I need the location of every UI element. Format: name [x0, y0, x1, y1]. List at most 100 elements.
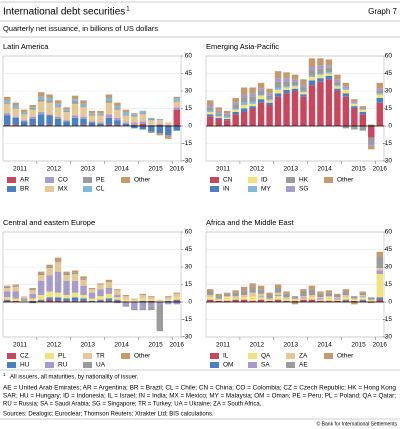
bar-segment [97, 122, 104, 124]
legend-swatch [83, 353, 92, 359]
bar-segment [274, 295, 282, 297]
bar-segment [80, 119, 87, 125]
bar-segment [249, 292, 256, 297]
panel-title: Latin America [3, 42, 49, 51]
bar-segment [376, 251, 383, 257]
legend-swatch [121, 353, 130, 359]
bar-segment [29, 289, 36, 291]
bar-segment [114, 117, 121, 121]
bar-segment [342, 82, 350, 87]
bar-segment [300, 299, 307, 302]
bar-segment [257, 99, 265, 103]
bar-segment [351, 106, 358, 109]
bar-segment [173, 292, 180, 294]
bar-segment [156, 126, 164, 133]
bar-segment [114, 297, 121, 300]
bar-segment [114, 290, 121, 295]
bar-segment [283, 81, 290, 87]
bar-segment [29, 298, 36, 301]
legend-swatch [248, 353, 257, 359]
x-tick-label: 2012 [47, 166, 62, 173]
bar-segment [368, 300, 375, 302]
y-tick-label: 30 [185, 264, 193, 271]
bar-segment [249, 286, 256, 293]
bar-segment [54, 103, 62, 107]
bar-segment [300, 85, 307, 88]
bar-segment [12, 107, 19, 109]
bar-segment [325, 297, 333, 301]
y-tick-label: -15 [183, 140, 193, 147]
bar-segment [240, 297, 248, 300]
bar-segment [257, 293, 265, 297]
bar-segment [351, 299, 358, 301]
bar-segment [173, 293, 180, 298]
bar-segment [20, 296, 28, 299]
bar-segment [12, 298, 19, 301]
bar-segment [63, 110, 70, 112]
bar-segment [308, 289, 316, 295]
bar-segment [291, 79, 299, 82]
bar-segment [29, 107, 36, 109]
bar-segment [12, 105, 19, 108]
bar-segment [63, 275, 70, 281]
bar-segment [54, 292, 62, 298]
legend-swatch [248, 362, 257, 368]
bar-segment [20, 300, 28, 302]
bar-segment [97, 289, 104, 297]
bar-segment [376, 88, 383, 91]
bar-segment [139, 126, 147, 130]
plot-frame [2, 231, 182, 338]
x-tick-label: 2012 [250, 342, 265, 349]
bar-segment [334, 295, 341, 298]
x-tick-label: 2011 [216, 342, 230, 349]
bar-segment [71, 292, 79, 298]
bar-segment [71, 101, 79, 104]
abbreviations: SAR; HU = Hungary; ID = Indonesia; IL = … [3, 394, 396, 400]
legend-swatch [45, 186, 54, 192]
bar-segment [376, 274, 383, 298]
y-tick-label: 30 [185, 88, 193, 95]
bar-segment [97, 113, 104, 115]
bar-segment [359, 291, 367, 293]
bar-segment [215, 298, 222, 300]
bar-segment [274, 81, 282, 88]
bar-segment [4, 299, 11, 301]
bar-segment [342, 295, 350, 298]
bar-segment [274, 93, 282, 97]
bar-segment [173, 109, 180, 126]
bar-segment [173, 302, 180, 305]
bar-segment [37, 99, 45, 102]
bar-segment [240, 108, 248, 112]
bar-segment [71, 297, 79, 301]
bar-segment [122, 109, 130, 112]
bar-segment [37, 101, 45, 112]
bar-segment [334, 74, 341, 80]
y-tick-label: 0 [188, 123, 192, 130]
bar-segment [105, 102, 113, 115]
bar-segment [207, 105, 214, 108]
y-tick-label: 60 [185, 229, 193, 236]
y-tick-label: 15 [185, 105, 193, 112]
bar-segment [325, 67, 333, 73]
bar-segment [266, 99, 273, 101]
bar-segment [80, 103, 87, 107]
bar-segment [122, 112, 130, 115]
bar-segment [105, 114, 113, 118]
bar-segment [88, 292, 96, 299]
bar-segment [207, 114, 214, 117]
bar-segment [20, 112, 28, 114]
bar-segment [80, 100, 87, 104]
bar-segment [359, 296, 367, 298]
bar-segment [274, 96, 282, 126]
legend-label: Other [134, 177, 151, 184]
bar-segment [334, 79, 341, 82]
bar-segment [114, 300, 121, 302]
bar-segment [291, 85, 299, 87]
bar-segment [63, 298, 70, 301]
bar-segment [376, 297, 383, 300]
bar-segment [274, 296, 282, 300]
bar-segment [300, 297, 307, 299]
bar-segment [291, 298, 299, 300]
bar-segment [131, 309, 138, 311]
